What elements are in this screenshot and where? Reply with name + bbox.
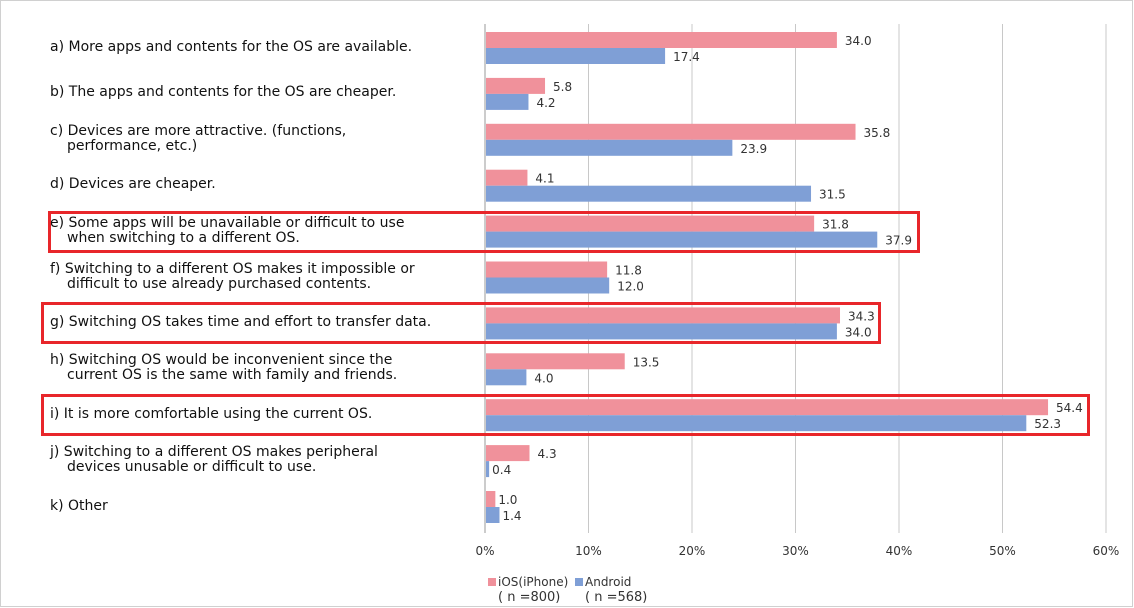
category-label-10: k) Other xyxy=(50,497,108,514)
bar-ios-0 xyxy=(486,32,837,48)
bar-android-5 xyxy=(486,277,610,294)
bar-ios-9 xyxy=(486,445,530,462)
value-label-android-5: 12.0 xyxy=(617,280,644,294)
category-label-line: a) More apps and contents for the OS are… xyxy=(50,38,413,55)
x-tick-label-3: 30% xyxy=(782,544,809,558)
bar-ios-10 xyxy=(486,491,496,507)
value-label-ios-9: 4.3 xyxy=(538,447,557,461)
bar-ios-3 xyxy=(486,169,528,186)
legend-label-android: Android xyxy=(585,575,632,589)
value-label-android-2: 23.9 xyxy=(740,142,767,156)
bar-android-6 xyxy=(486,323,837,340)
highlight-box-4 xyxy=(48,210,920,253)
bar-ios-4 xyxy=(486,215,815,232)
category-label-8: i) It is more comfortable using the curr… xyxy=(50,405,373,422)
category-label-line: f) Switching to a different OS makes it … xyxy=(50,260,415,277)
category-label-line: b) The apps and contents for the OS are … xyxy=(50,84,397,101)
bar-ios-1 xyxy=(486,77,546,94)
category-label-2: c) Devices are more attractive. (functio… xyxy=(50,122,347,154)
x-tick-label-0: 0% xyxy=(475,544,494,558)
value-label-android-8: 52.3 xyxy=(1034,417,1061,431)
legend-n-android: ( n =568) xyxy=(585,590,648,605)
value-label-android-10: 1.4 xyxy=(502,509,521,523)
bar-android-9 xyxy=(486,461,490,478)
value-label-ios-7: 13.5 xyxy=(633,355,660,369)
value-label-ios-10: 1.0 xyxy=(498,493,517,507)
category-label-line: performance, etc.) xyxy=(67,137,198,154)
category-label-9: j) Switching to a different OS makes per… xyxy=(50,445,378,475)
category-label-line: i) It is more comfortable using the curr… xyxy=(50,405,373,422)
value-label-android-4: 37.9 xyxy=(885,234,912,248)
bar-ios-8 xyxy=(486,399,1049,416)
legend-swatch-android xyxy=(575,578,583,586)
legend-n-ios: ( n =800) xyxy=(498,590,561,605)
category-label-7: h) Switching OS would be inconvenient si… xyxy=(50,353,397,383)
value-label-ios-0: 34.0 xyxy=(845,34,872,48)
legend: iOS(iPhone) ( n =800) Android ( n =568) xyxy=(488,575,688,608)
category-label-line: current OS is the same with family and f… xyxy=(67,367,398,384)
x-tick-label-1: 10% xyxy=(575,544,602,558)
value-label-android-9: 0.4 xyxy=(492,463,511,477)
legend-item-android: Android xyxy=(575,575,631,589)
value-label-ios-2: 35.8 xyxy=(864,126,891,140)
category-label-0: a) More apps and contents for the OS are… xyxy=(50,38,413,55)
x-tick-label-4: 40% xyxy=(886,544,913,558)
bar-android-7 xyxy=(486,369,527,386)
bar-ios-2 xyxy=(486,123,856,140)
x-tick-label-2: 20% xyxy=(679,544,706,558)
bar-android-0 xyxy=(486,48,666,64)
bar-android-3 xyxy=(486,185,812,202)
category-label-4: e) Some apps will be unavailable or diff… xyxy=(50,214,405,246)
category-label-line: d) Devices are cheaper. xyxy=(50,176,216,193)
bar-ios-7 xyxy=(486,353,625,370)
value-label-android-0: 17.4 xyxy=(673,50,700,64)
bar-android-1 xyxy=(486,93,529,110)
value-label-android-3: 31.5 xyxy=(819,188,846,202)
x-tick-label-5: 50% xyxy=(989,544,1016,558)
legend-label-ios: iOS(iPhone) xyxy=(498,575,569,589)
bar-ios-5 xyxy=(486,261,608,278)
value-label-ios-8: 54.4 xyxy=(1056,401,1083,415)
category-label-line: c) Devices are more attractive. (functio… xyxy=(50,122,347,139)
value-label-ios-6: 34.3 xyxy=(848,309,875,323)
category-label-6: g) Switching OS takes time and effort to… xyxy=(50,313,432,330)
category-label-3: d) Devices are cheaper. xyxy=(50,177,216,192)
bar-android-8 xyxy=(486,415,1027,432)
value-label-ios-5: 11.8 xyxy=(615,264,642,278)
legend-swatch-ios xyxy=(488,578,496,586)
category-label-line: difficult to use already purchased conte… xyxy=(67,275,372,292)
category-label-line: g) Switching OS takes time and effort to… xyxy=(50,313,432,330)
bar-android-2 xyxy=(486,139,733,156)
x-tick-label-6: 60% xyxy=(1093,544,1120,558)
value-label-android-6: 34.0 xyxy=(845,325,872,339)
bar-android-10 xyxy=(486,507,500,523)
highlight-box-8 xyxy=(41,394,1090,437)
value-label-android-7: 4.0 xyxy=(534,371,553,385)
category-label-line: devices unusable or difficult to use. xyxy=(67,459,317,476)
highlight-box-6 xyxy=(41,302,881,345)
category-label-line: k) Other xyxy=(50,497,108,514)
bar-ios-6 xyxy=(486,307,841,324)
value-label-ios-3: 4.1 xyxy=(535,172,554,186)
value-label-ios-1: 5.8 xyxy=(553,80,572,94)
category-label-line: e) Some apps will be unavailable or diff… xyxy=(50,214,405,231)
category-label-1: b) The apps and contents for the OS are … xyxy=(50,85,396,100)
legend-item-ios: iOS(iPhone) xyxy=(488,575,568,589)
category-label-line: h) Switching OS would be inconvenient si… xyxy=(50,352,393,369)
value-label-ios-4: 31.8 xyxy=(822,218,849,232)
value-label-android-1: 4.2 xyxy=(536,96,555,110)
bar-android-4 xyxy=(486,231,878,248)
category-label-5: f) Switching to a different OS makes it … xyxy=(50,260,415,292)
category-label-line: j) Switching to a different OS makes per… xyxy=(50,444,378,461)
category-label-line: when switching to a different OS. xyxy=(67,229,300,246)
